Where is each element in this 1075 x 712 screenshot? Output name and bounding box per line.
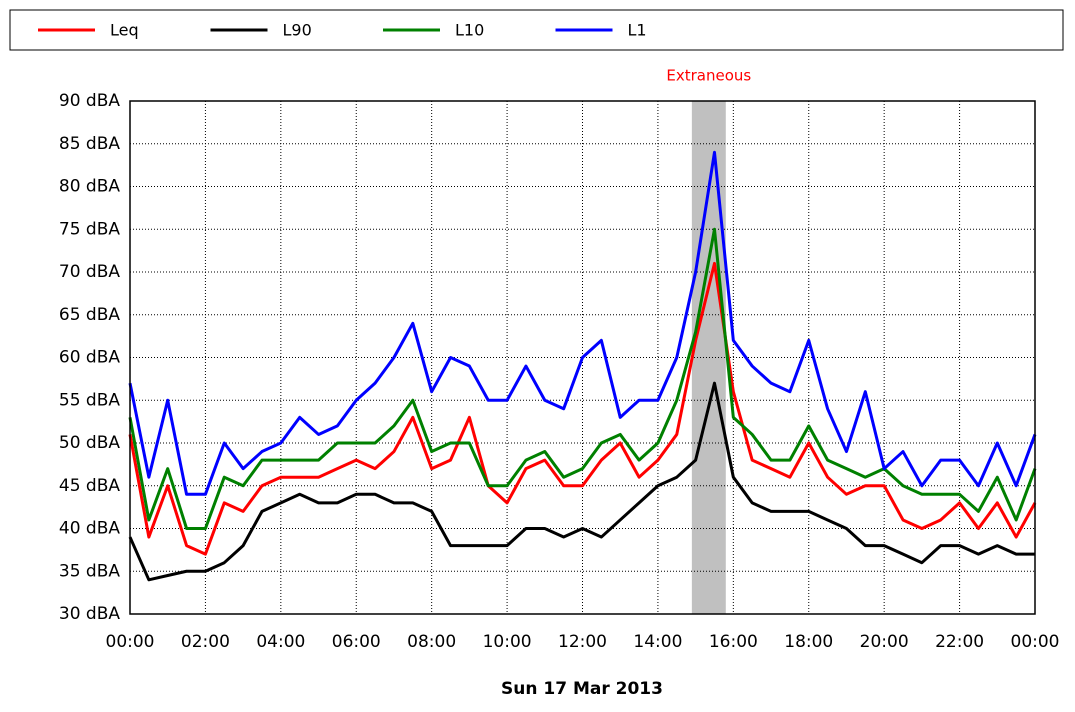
legend-label: L1: [628, 21, 647, 40]
x-tick-label: 08:00: [407, 632, 456, 652]
y-tick-label: 40 dBA: [59, 519, 120, 539]
annotation-band: [691, 101, 726, 614]
y-tick-label: 50 dBA: [59, 433, 120, 453]
y-tick-label: 65 dBA: [59, 305, 120, 325]
x-tick-label: 16:00: [709, 632, 758, 652]
x-tick-label: 02:00: [181, 632, 230, 652]
y-tick-label: 55 dBA: [59, 390, 120, 410]
x-tick-label: 00:00: [1011, 632, 1060, 652]
series-line: [128, 261, 1037, 556]
plot-border: [129, 100, 1036, 615]
x-tick-label: 04:00: [256, 632, 305, 652]
y-tick-label: 90 dBA: [59, 91, 120, 111]
x-tick-label: 18:00: [784, 632, 833, 652]
x-axis-title: Sun 17 Mar 2013: [501, 679, 663, 699]
x-tick-label: 22:00: [935, 632, 984, 652]
y-tick-label: 85 dBA: [59, 134, 120, 154]
x-tick-label: 00:00: [106, 632, 155, 652]
x-tick-label: 10:00: [483, 632, 532, 652]
y-tick-label: 45 dBA: [59, 476, 120, 496]
series-line: [128, 381, 1035, 582]
x-tick-label: 06:00: [332, 632, 381, 652]
legend-label: L90: [283, 21, 312, 40]
y-tick-label: 30 dBA: [59, 604, 120, 624]
legend-label: L10: [455, 21, 484, 40]
y-tick-label: 75 dBA: [59, 219, 120, 239]
legend-label: Leq: [110, 21, 139, 40]
x-tick-label: 12:00: [558, 632, 607, 652]
y-tick-label: 80 dBA: [59, 177, 120, 197]
x-tick-label: 14:00: [633, 632, 682, 652]
y-tick-label: 35 dBA: [59, 561, 120, 581]
legend-box: [9, 9, 1064, 51]
y-tick-label: 70 dBA: [59, 262, 120, 282]
x-tick-label: 20:00: [860, 632, 909, 652]
annotation-label: Extraneous: [666, 67, 751, 85]
y-tick-label: 60 dBA: [59, 348, 120, 368]
series-line: [128, 150, 1037, 496]
